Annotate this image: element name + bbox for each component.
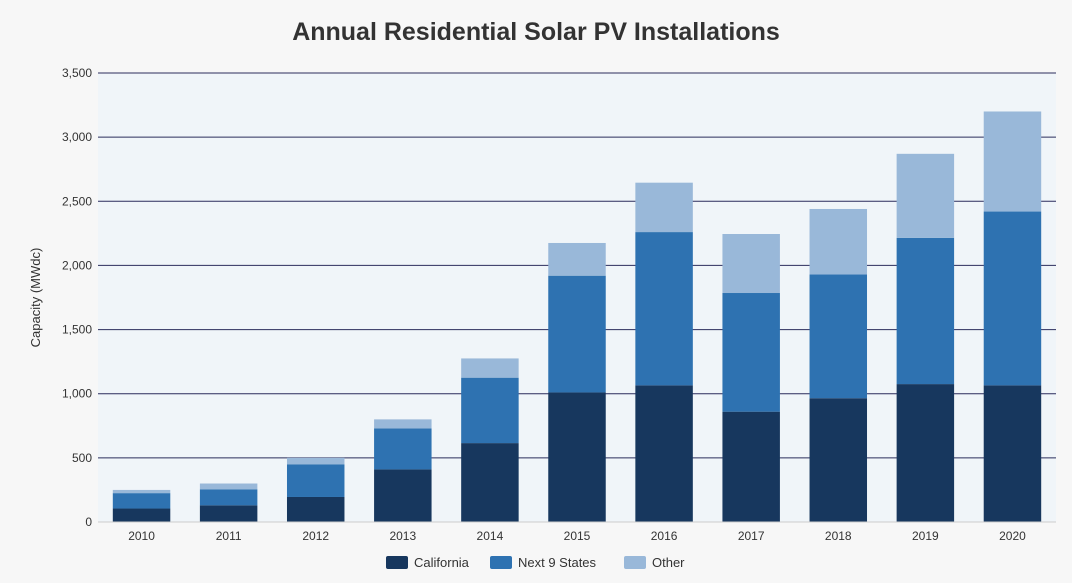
bar-next-9-states-2015	[548, 275, 606, 393]
y-tick-label: 500	[72, 451, 92, 465]
bar-california-2012	[286, 496, 345, 522]
x-tick-label: 2010	[128, 529, 155, 543]
y-tick-label: 2,500	[62, 194, 92, 208]
bar-other-2020	[983, 111, 1042, 212]
y-tick-label: 2,000	[62, 258, 92, 272]
legend-label: Next 9 States	[518, 555, 597, 570]
x-tick-label: 2015	[564, 529, 591, 543]
y-tick-label: 1,500	[62, 323, 92, 337]
bar-next-9-states-2011	[199, 489, 258, 506]
bar-next-9-states-2012	[286, 464, 345, 497]
x-tick-label: 2017	[738, 529, 765, 543]
y-tick-label: 3,500	[62, 66, 92, 80]
bar-california-2019	[896, 384, 955, 522]
legend-label: Other	[652, 555, 685, 570]
x-tick-label: 2020	[999, 529, 1026, 543]
bar-other-2010	[112, 489, 171, 494]
bar-other-2014	[461, 358, 519, 378]
x-tick-label: 2018	[825, 529, 852, 543]
bar-california-2018	[809, 398, 868, 522]
bar-next-9-states-2018	[809, 274, 868, 399]
bar-california-2020	[983, 385, 1042, 522]
y-axis-title: Capacity (MWdc)	[28, 248, 43, 348]
legend-label: California	[414, 555, 470, 570]
y-tick-label: 0	[85, 515, 92, 529]
bar-california-2016	[635, 385, 693, 522]
bar-next-9-states-2020	[983, 211, 1042, 386]
bar-other-2011	[199, 483, 258, 490]
bar-other-2012	[286, 457, 345, 465]
bar-california-2011	[199, 505, 258, 522]
bar-next-9-states-2017	[722, 293, 780, 412]
bar-other-2013	[374, 419, 432, 429]
legend-item-california: California	[386, 555, 470, 570]
x-tick-label: 2013	[389, 529, 416, 543]
bar-next-9-states-2019	[896, 237, 955, 385]
bar-other-2019	[896, 153, 955, 238]
x-tick-label: 2011	[216, 529, 242, 543]
bar-other-2018	[809, 208, 868, 275]
bar-next-9-states-2014	[461, 377, 519, 444]
y-tick-label: 3,000	[62, 130, 92, 144]
x-tick-label: 2016	[651, 529, 678, 543]
x-tick-label: 2019	[912, 529, 939, 543]
bar-california-2017	[722, 411, 780, 522]
legend-swatch	[386, 556, 408, 569]
legend-swatch	[624, 556, 646, 569]
legend-item-next-9-states: Next 9 States	[490, 555, 597, 570]
legend-item-other: Other	[624, 555, 685, 570]
x-tick-label: 2014	[477, 529, 504, 543]
bar-california-2015	[548, 392, 606, 522]
y-tick-label: 1,000	[62, 387, 92, 401]
bar-other-2015	[548, 242, 606, 276]
bar-california-2010	[112, 508, 171, 522]
chart-title: Annual Residential Solar PV Installation…	[292, 18, 780, 46]
bar-other-2016	[635, 182, 693, 233]
x-tick-label: 2012	[302, 529, 329, 543]
bar-california-2013	[374, 469, 432, 522]
bar-other-2017	[722, 233, 780, 294]
bar-next-9-states-2016	[635, 232, 693, 386]
bar-next-9-states-2010	[112, 493, 171, 509]
bar-california-2014	[461, 443, 519, 522]
bar-next-9-states-2013	[374, 428, 432, 470]
legend-swatch	[490, 556, 512, 569]
